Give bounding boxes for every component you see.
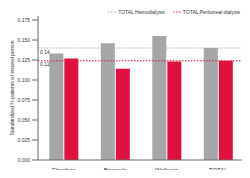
html-text:TOTAL Hemodialysis: TOTAL Hemodialysis xyxy=(118,9,165,15)
svg-text:TOTAL: TOTAL xyxy=(209,167,228,170)
svg-text:0.150: 0.150 xyxy=(17,37,30,43)
svg-text:0.100: 0.100 xyxy=(17,77,30,83)
html-text:Hemodialysis: Hemodialysis xyxy=(118,2,148,8)
svg-text:Wallonia: Wallonia xyxy=(155,167,178,170)
svg-text:0.050: 0.050 xyxy=(17,117,30,123)
html-text:TOTAL Peritoneal dialysis: TOTAL Peritoneal dialysis xyxy=(182,9,240,15)
svg-text:0.000: 0.000 xyxy=(17,157,30,163)
html-text:Peritoneal dialysis: Peritoneal dialysis xyxy=(182,2,224,8)
svg-text:0.075: 0.075 xyxy=(17,97,30,103)
svg-text:Flanders: Flanders xyxy=(52,167,75,170)
svg-text:0.125: 0.125 xyxy=(17,57,30,63)
svg-text:Brussels: Brussels xyxy=(104,167,127,170)
svg-text:0.175: 0.175 xyxy=(17,17,30,23)
svg-text:Standardized % patients w/ ins: Standardized % patients w/ insured perso… xyxy=(9,40,15,135)
svg-text:0.12: 0.12 xyxy=(40,61,50,67)
svg-text:0.14: 0.14 xyxy=(40,49,50,55)
svg-text:0.025: 0.025 xyxy=(17,137,30,143)
